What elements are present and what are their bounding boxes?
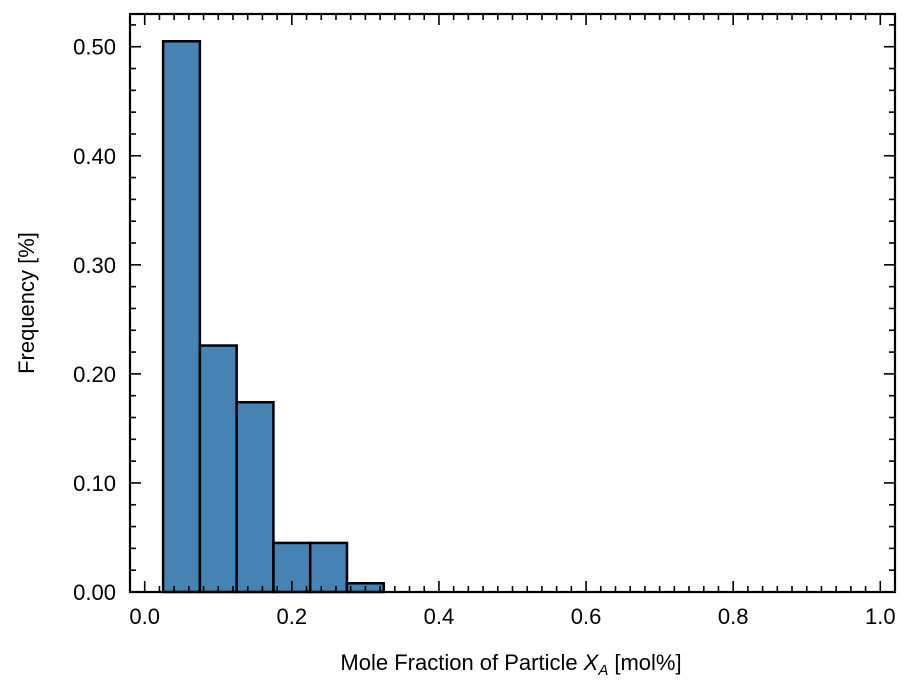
x-axis-label-unit: [mol%] (614, 650, 681, 675)
histogram-bar (235, 400, 275, 594)
y-tick-label: 0.50 (73, 35, 116, 60)
y-tick-label: 0.40 (73, 144, 116, 169)
y-tick-label: 0.00 (73, 580, 116, 605)
y-tick-label: 0.20 (73, 362, 116, 387)
y-tick-label: 0.30 (73, 253, 116, 278)
plot-frame (128, 12, 897, 594)
x-tick-label: 0.4 (424, 604, 455, 629)
ticks-group: 0.0 0.2 0.4 0.6 0.8 1.0 0.00 0.10 0.20 0.30 0.40 0.… (73, 14, 896, 629)
bars-group (161, 40, 386, 594)
x-tick-label: 0.8 (718, 604, 749, 629)
x-axis-label: Mole Fraction of Particle XA [mol%] (340, 650, 681, 679)
x-axis-label-text: Mole Fraction of Particle (340, 650, 577, 675)
histogram-bar (198, 344, 238, 594)
histogram-bar (161, 40, 202, 594)
y-axis-label: Frequency [%] (14, 232, 39, 374)
x-tick-label: 0.2 (277, 604, 308, 629)
x-tick-label: 1.0 (865, 604, 896, 629)
x-axis-label-symbol: X (583, 650, 600, 675)
y-tick-label: 0.10 (73, 471, 116, 496)
histogram-bar (308, 541, 349, 594)
x-tick-label: 0.0 (129, 604, 160, 629)
x-tick-label: 0.6 (571, 604, 602, 629)
x-axis-label-subscript: A (597, 662, 608, 679)
